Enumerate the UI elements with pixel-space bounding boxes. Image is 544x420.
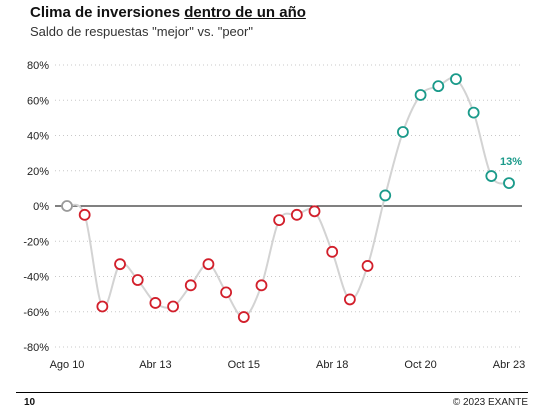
data-point [237,311,250,323]
last-value-label: 13% [500,156,522,168]
data-point [255,279,268,292]
y-axis-ticks: 80% 60% 40% 20% 0% -20% -40% -60% -80% [23,60,49,354]
data-point [184,279,197,292]
data-point [131,274,144,286]
data-point [78,208,91,221]
page-number: 10 [24,397,36,408]
x-tick-label: Abr 18 [316,359,348,371]
data-points [61,73,515,323]
data-point [61,200,73,212]
data-point [290,208,303,221]
y-tick-label: -40% [23,272,49,284]
data-point [273,214,286,227]
y-tick-label: 60% [27,95,49,107]
y-tick-label: 0% [33,201,49,213]
title-prefix: Clima de inversiones [30,4,185,21]
data-point [149,297,162,309]
data-point [220,286,233,299]
x-tick-label: Abr 23 [493,359,525,371]
x-tick-label: Ago 10 [50,359,85,371]
chart-title: Clima de inversiones dentro de un año [30,4,306,21]
y-tick-label: 40% [27,131,49,143]
data-point [343,293,356,306]
data-point [202,258,215,271]
x-tick-label: Oct 15 [228,359,260,371]
data-point [308,205,321,218]
data-point [467,106,480,119]
data-point [503,177,515,189]
footer-divider [16,392,528,393]
copyright: © 2023 EXANTE [452,397,528,408]
data-point [96,300,109,313]
title-underlined: dentro de un año [184,4,306,21]
data-point [432,80,445,93]
data-point [450,73,462,85]
x-tick-label: Oct 20 [404,359,436,371]
data-point [114,258,126,271]
data-point [361,260,374,272]
data-point [379,189,392,202]
y-tick-label: -80% [23,342,49,354]
data-point [326,245,339,258]
y-tick-label: 20% [27,166,49,178]
y-tick-label: 80% [27,60,49,72]
data-point [414,89,427,101]
y-tick-label: -60% [23,307,49,319]
data-point [485,170,498,182]
chart-subtitle: Saldo de respuestas "mejor" vs. "peor" [30,24,253,39]
data-point [397,126,409,138]
data-point [167,300,179,313]
x-tick-label: Abr 13 [139,359,171,371]
x-axis-ticks: Ago 10 Abr 13 Oct 15 Abr 18 Oct 20 Abr 23 [50,359,526,371]
y-tick-label: -20% [23,236,49,248]
